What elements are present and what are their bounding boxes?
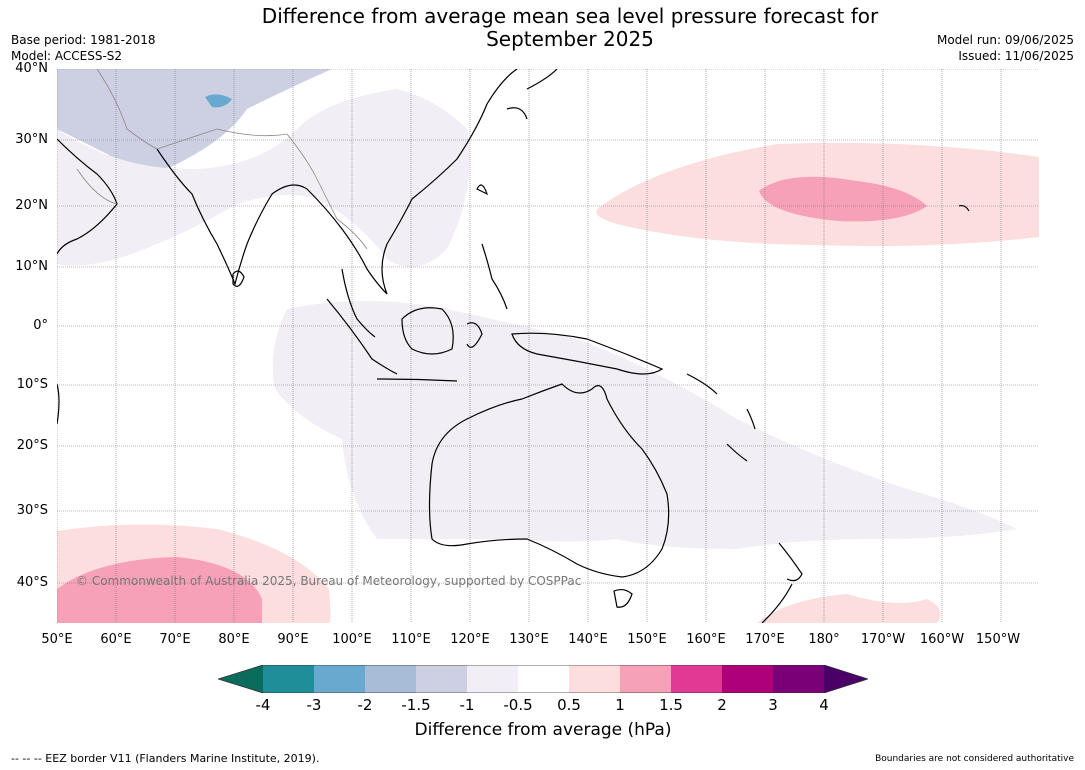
- lat-label-20n: 20°N: [15, 198, 48, 213]
- colorbar-bin-9: [671, 665, 722, 693]
- coast-hawaii: [958, 204, 970, 212]
- map-title-line1: Difference from average mean sea level p…: [261, 4, 879, 28]
- coast-china: [306, 69, 518, 295]
- coast-nz-south: [761, 583, 793, 623]
- lat-label-30s: 30°S: [16, 503, 48, 518]
- coast-sri-lanka: [232, 270, 245, 287]
- colorbar-bin-8: [620, 665, 671, 693]
- lon-label-50e: 50°E: [41, 632, 73, 647]
- coast-vanuatu: [746, 408, 756, 430]
- coast-taiwan: [476, 184, 489, 196]
- colorbar-bin-10: [722, 665, 773, 693]
- coast-malay: [341, 268, 376, 338]
- coast-new-guinea: [511, 332, 664, 375]
- base-period: Base period: 1981-2018: [11, 33, 156, 47]
- colorbar-label: Difference from average (hPa): [414, 720, 672, 740]
- lon-label-100e: 100°E: [332, 632, 372, 647]
- shade-light-north: [57, 89, 470, 267]
- map-svg: [57, 69, 1039, 623]
- colorbar-bin-6: [518, 665, 569, 693]
- model-run: Model run: 09/06/2025: [936, 33, 1074, 47]
- shade-positive-south-east: [757, 594, 941, 623]
- lon-label-110e: 110°E: [391, 632, 431, 647]
- map-canvas: [57, 69, 1039, 623]
- cb-tick-3: -2: [357, 696, 373, 714]
- lat-label-40n: 40°N: [15, 61, 48, 76]
- coast-java: [376, 378, 458, 382]
- colorbar-bin-4: [416, 665, 467, 693]
- coastlines: [57, 69, 970, 623]
- coast-east-africa: [57, 383, 60, 425]
- lon-label-70e: 70°E: [159, 632, 191, 647]
- boundaries-disclaimer: Boundaries are not considered authoritat…: [875, 754, 1074, 764]
- lon-label-160e: 160°E: [686, 632, 726, 647]
- coast-korea-japan: [506, 69, 558, 120]
- map-title: Difference from average mean sea level p…: [0, 5, 1085, 51]
- shade-light-south: [272, 300, 1017, 549]
- coast-tasmania: [613, 588, 633, 608]
- lon-label-120e: 120°E: [450, 632, 490, 647]
- colorbar-arrow-right: [824, 665, 868, 693]
- lon-label-180: 180°: [808, 632, 840, 647]
- colorbar-arrow-left: [218, 665, 263, 693]
- lat-label-30n: 30°N: [15, 132, 48, 147]
- colorbar-bin-3: [365, 665, 416, 693]
- lon-label-170w: 170°W: [860, 632, 906, 647]
- cb-tick-12: 4: [819, 696, 829, 714]
- cb-tick-11: 3: [768, 696, 778, 714]
- anomaly-shading: [57, 69, 1039, 623]
- issued-date: Issued: 11/06/2025: [958, 49, 1074, 63]
- cb-tick-4: -1.5: [401, 696, 431, 714]
- shade-negative-north: [57, 69, 332, 170]
- cb-tick-7: 0.5: [557, 696, 581, 714]
- lon-label-130e: 130°E: [509, 632, 549, 647]
- cb-tick-1: -4: [255, 696, 271, 714]
- lon-label-170e: 170°E: [745, 632, 785, 647]
- lon-label-150w: 150°W: [975, 632, 1021, 647]
- lat-label-20s: 20°S: [16, 438, 48, 453]
- coast-solomons: [686, 373, 718, 395]
- meta-left: Base period: 1981-2018 Model: ACCESS-S2: [11, 32, 156, 64]
- shade-positive-south-west-strong: [57, 557, 262, 623]
- colorbar-bin-2: [314, 665, 365, 693]
- lon-label-150e: 150°E: [627, 632, 667, 647]
- lon-label-60e: 60°E: [100, 632, 132, 647]
- lon-label-140e: 140°E: [568, 632, 608, 647]
- coast-india: [156, 148, 308, 286]
- shade-blue-spot: [205, 94, 232, 108]
- shade-positive-pacific-strong: [759, 176, 927, 222]
- colorbar-bin-5: [467, 665, 518, 693]
- coast-sulawesi: [466, 322, 483, 348]
- country-borders: [76, 69, 368, 250]
- lat-label-10n: 10°N: [15, 259, 48, 274]
- copyright-notice: © Commonwealth of Australia 2025, Bureau…: [76, 574, 582, 588]
- coast-new-caledonia: [726, 443, 748, 462]
- lat-label-0: 0°: [33, 318, 48, 333]
- colorbar: [218, 665, 868, 693]
- model-name: Model: ACCESS-S2: [11, 49, 123, 63]
- lon-label-80e: 80°E: [218, 632, 250, 647]
- cb-tick-6: -0.5: [503, 696, 533, 714]
- map-title-line2: September 2025: [486, 27, 654, 51]
- cb-tick-10: 2: [717, 696, 727, 714]
- meta-right: Model run: 09/06/2025 Issued: 11/06/2025: [937, 32, 1074, 64]
- coast-philippines: [481, 243, 508, 310]
- eez-border-note: -- -- -- EEZ border V11 (Flanders Marine…: [11, 752, 320, 765]
- coast-sumatra: [326, 298, 398, 375]
- cb-tick-8: 1: [615, 696, 625, 714]
- lon-label-160w: 160°W: [919, 632, 965, 647]
- cb-tick-2: -3: [306, 696, 322, 714]
- cb-tick-9: 1.5: [659, 696, 683, 714]
- colorbar-bin-1: [263, 665, 314, 693]
- coast-nz-north: [778, 542, 803, 582]
- lat-label-10s: 10°S: [16, 377, 48, 392]
- cb-tick-5: -1: [459, 696, 475, 714]
- coast-borneo: [401, 307, 454, 355]
- graticule: [57, 69, 1039, 623]
- coast-australia: [428, 383, 670, 578]
- lon-label-90e: 90°E: [277, 632, 309, 647]
- colorbar-bin-11: [773, 665, 824, 693]
- colorbar-bin-7: [569, 665, 620, 693]
- lat-label-40s: 40°S: [16, 575, 48, 590]
